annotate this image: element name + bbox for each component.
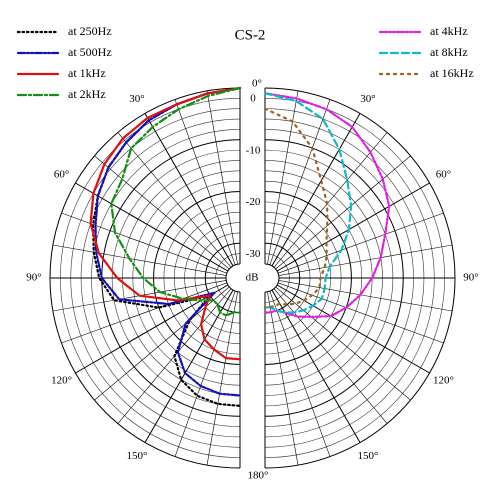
radial-line <box>278 244 453 276</box>
radial-line <box>174 291 236 457</box>
radial-line <box>278 280 453 312</box>
theta-label: 90° <box>26 272 41 284</box>
theta-label: 60° <box>436 169 451 181</box>
r-tick-label: 0 <box>250 93 256 105</box>
radial-line <box>61 212 227 274</box>
theta-label: 150° <box>127 450 148 462</box>
theta-label: 180° <box>248 470 269 482</box>
inner-ring <box>264 263 280 293</box>
radial-line <box>206 90 238 265</box>
radial-line <box>174 99 236 265</box>
series-line <box>263 92 353 314</box>
radial-line <box>61 282 227 344</box>
radial-line <box>267 90 299 265</box>
series-line <box>92 86 242 407</box>
radial-line <box>75 182 229 272</box>
theta-label: 0° <box>252 78 262 90</box>
theta-label: 30° <box>129 93 144 105</box>
theta-label: 90° <box>463 272 478 284</box>
theta-label: 30° <box>360 93 375 105</box>
chart-title: CS-2 <box>235 27 266 43</box>
legend-label: at 4kHz <box>430 24 468 38</box>
r-label-bg <box>244 247 262 261</box>
legend-label: at 2kHz <box>68 87 106 101</box>
radial-line <box>94 155 230 270</box>
inner-ring <box>225 263 241 293</box>
theta-label: 60° <box>54 169 69 181</box>
radial-line <box>278 212 444 274</box>
radial-line <box>269 291 331 457</box>
radial-line <box>206 291 238 466</box>
r-label-bg <box>244 92 262 105</box>
radial-line <box>144 289 234 443</box>
legend-label: at 8kHz <box>430 45 468 59</box>
r-tick-label: -10 <box>246 144 261 156</box>
r-tick-label: -30 <box>246 248 261 260</box>
series-line <box>94 86 242 397</box>
radial-line <box>144 113 234 267</box>
theta-label: 120° <box>433 375 454 387</box>
radial-line <box>278 282 444 344</box>
radial-line <box>275 155 411 270</box>
radial-line <box>276 284 430 374</box>
radial-line <box>276 182 430 272</box>
theta-label: 120° <box>51 375 72 387</box>
radial-line <box>273 132 388 268</box>
legend-label: at 250Hz <box>68 24 112 38</box>
r-label-bg <box>244 195 262 209</box>
legend-label: at 1kHz <box>68 66 106 80</box>
radial-line <box>271 113 361 267</box>
radial-line <box>269 99 331 265</box>
radial-line <box>75 284 229 374</box>
legend-label: at 500Hz <box>68 45 112 59</box>
r-unit: dB <box>246 272 259 284</box>
r-label-bg <box>244 143 262 157</box>
radial-line <box>275 286 411 401</box>
series-line <box>110 86 242 317</box>
series-line <box>89 86 242 361</box>
radial-line <box>271 289 361 443</box>
r-tick-label: -20 <box>246 196 261 208</box>
radial-line <box>117 132 232 268</box>
radial-line <box>267 291 299 466</box>
theta-label: 150° <box>358 450 379 462</box>
legend-label: at 16kHz <box>430 66 474 80</box>
series-line <box>263 107 329 309</box>
radial-line <box>273 288 388 424</box>
radial-line <box>52 244 227 276</box>
